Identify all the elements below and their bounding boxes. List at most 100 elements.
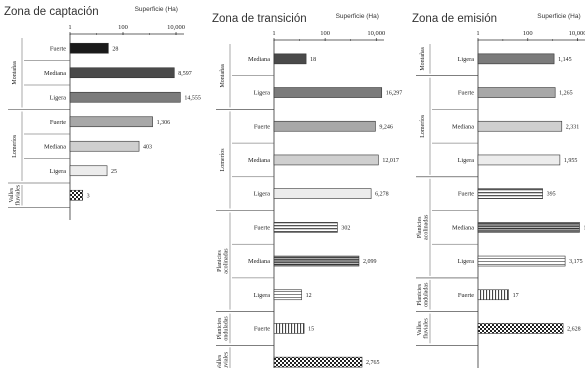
group-label: Planiciesacolinadas <box>417 214 430 240</box>
x-axis-label: Superficie (Ha) <box>537 13 580 20</box>
bar <box>477 53 555 65</box>
x-axis-label: Superficie (Ha) <box>135 6 178 13</box>
bar-value-label: 25 <box>111 169 117 175</box>
chart-panel-2: Zona de transición Superficie (Ha) 1 100 10,… <box>212 13 402 368</box>
chart-panel-1: Zona de captación Superficie (Ha) 1 100 10,0… <box>4 6 201 220</box>
group-label: Vallesfluviales <box>417 317 430 338</box>
bar-value-label: 6,278 <box>375 192 389 198</box>
group-label-line: Planicies <box>217 317 223 339</box>
group-label-line: Lomeríos <box>12 134 18 158</box>
bar-value-label: 18 <box>310 57 316 63</box>
group-label-line: Lomeríos <box>420 114 426 138</box>
bar-value-label: 12,0 <box>583 225 585 231</box>
group-label: Lomeríos <box>220 148 226 172</box>
group-label: Lomeríos <box>420 114 426 138</box>
bar <box>69 189 83 201</box>
bar-value-label: 2,099 <box>363 259 377 265</box>
x-tick-label: 100 <box>118 24 128 31</box>
group-label-line: onduladas <box>424 282 430 307</box>
category-label: Fuerte <box>458 292 474 299</box>
x-axis-label: Superficie (Ha) <box>336 13 379 20</box>
group-label-line: Lomeríos <box>220 148 226 172</box>
bar <box>69 165 108 177</box>
bar <box>273 289 302 301</box>
bar <box>477 255 566 267</box>
bar-value-label: 17 <box>513 293 519 299</box>
group-label-line: fluviales <box>423 317 430 338</box>
category-label: Ligera <box>458 258 475 265</box>
bar-value-label: 28 <box>112 46 118 52</box>
group-label: Vallesfluviales <box>217 351 230 368</box>
group-label-line: Valles <box>417 320 423 335</box>
group-label: Vallesfluviales <box>9 184 22 205</box>
category-label: Mediana <box>248 56 270 63</box>
category-label: Ligera <box>254 292 271 299</box>
bar-value-label: 1,306 <box>157 120 171 126</box>
x-tick-label: 1 <box>476 30 479 37</box>
bar-value-label: 16,297 <box>386 91 403 97</box>
bar <box>273 87 383 98</box>
category-label: Fuerte <box>50 45 66 52</box>
bar <box>273 323 305 334</box>
bar <box>477 154 561 166</box>
bar-value-label: 395 <box>547 192 556 198</box>
bar-value-label: 14,555 <box>184 95 201 101</box>
bar <box>69 42 109 54</box>
bar <box>477 323 564 334</box>
bar-value-label: 8,597 <box>178 71 192 77</box>
bar <box>477 222 580 233</box>
group-label-line: Valles <box>9 187 15 202</box>
group-label: Planiciesonduladas <box>417 282 430 307</box>
bar-value-label: 1,265 <box>559 91 573 97</box>
bar-value-label: 12,017 <box>382 158 399 164</box>
group-label-line: Montañas <box>12 60 18 84</box>
bar-value-label: 2,331 <box>566 124 580 130</box>
category-label: Ligera <box>50 94 67 101</box>
category-label: Fuerte <box>458 90 474 97</box>
chart-title: Zona de emisión <box>412 13 497 25</box>
bar-value-label: 2,765 <box>366 360 380 366</box>
category-label: Mediana <box>452 123 474 130</box>
category-label: Mediana <box>44 143 66 150</box>
group-label-line: Valles <box>217 354 223 368</box>
category-label: Mediana <box>44 70 66 77</box>
bar-value-label: 1,955 <box>564 158 578 164</box>
x-tick-label: 100 <box>320 30 330 37</box>
bar <box>69 140 140 152</box>
bar <box>273 154 379 166</box>
category-label: Ligera <box>458 157 475 164</box>
group-label-line: fluviales <box>223 351 230 368</box>
bar <box>477 87 556 98</box>
group-label: Planiciesonduladas <box>217 316 230 341</box>
group-label-line: Planicies <box>217 250 223 272</box>
group-label-line: acolinadas <box>424 214 430 240</box>
group-label-line: Montañas <box>420 46 426 70</box>
bar <box>273 222 338 233</box>
category-label: Ligera <box>254 90 271 97</box>
category-label: Fuerte <box>254 123 270 130</box>
bar-value-label: 3 <box>87 193 90 199</box>
category-label: Fuerte <box>50 119 66 126</box>
bar <box>273 188 372 199</box>
bar-value-label: 403 <box>143 144 152 150</box>
bar <box>69 67 175 79</box>
x-tick-label: 10,000 <box>569 30 585 37</box>
group-label: Planiciesacolinadas <box>217 248 230 274</box>
bar <box>69 116 153 128</box>
bar-value-label: 9,246 <box>379 124 393 130</box>
bar <box>273 53 307 65</box>
bar <box>273 356 363 368</box>
category-label: Ligera <box>50 168 67 175</box>
chart-title: Zona de transición <box>212 13 307 25</box>
category-label: Ligera <box>458 56 475 63</box>
bar <box>273 255 360 267</box>
group-label: Montañas <box>220 63 226 87</box>
bar-value-label: 1,145 <box>558 57 572 63</box>
category-label: Fuerte <box>254 224 270 231</box>
category-label: Ligera <box>254 191 271 198</box>
category-label: Mediana <box>248 157 270 164</box>
group-label: Montañas <box>420 46 426 70</box>
bar-value-label: 3,175 <box>569 259 583 265</box>
x-tick-label: 1 <box>68 24 71 31</box>
